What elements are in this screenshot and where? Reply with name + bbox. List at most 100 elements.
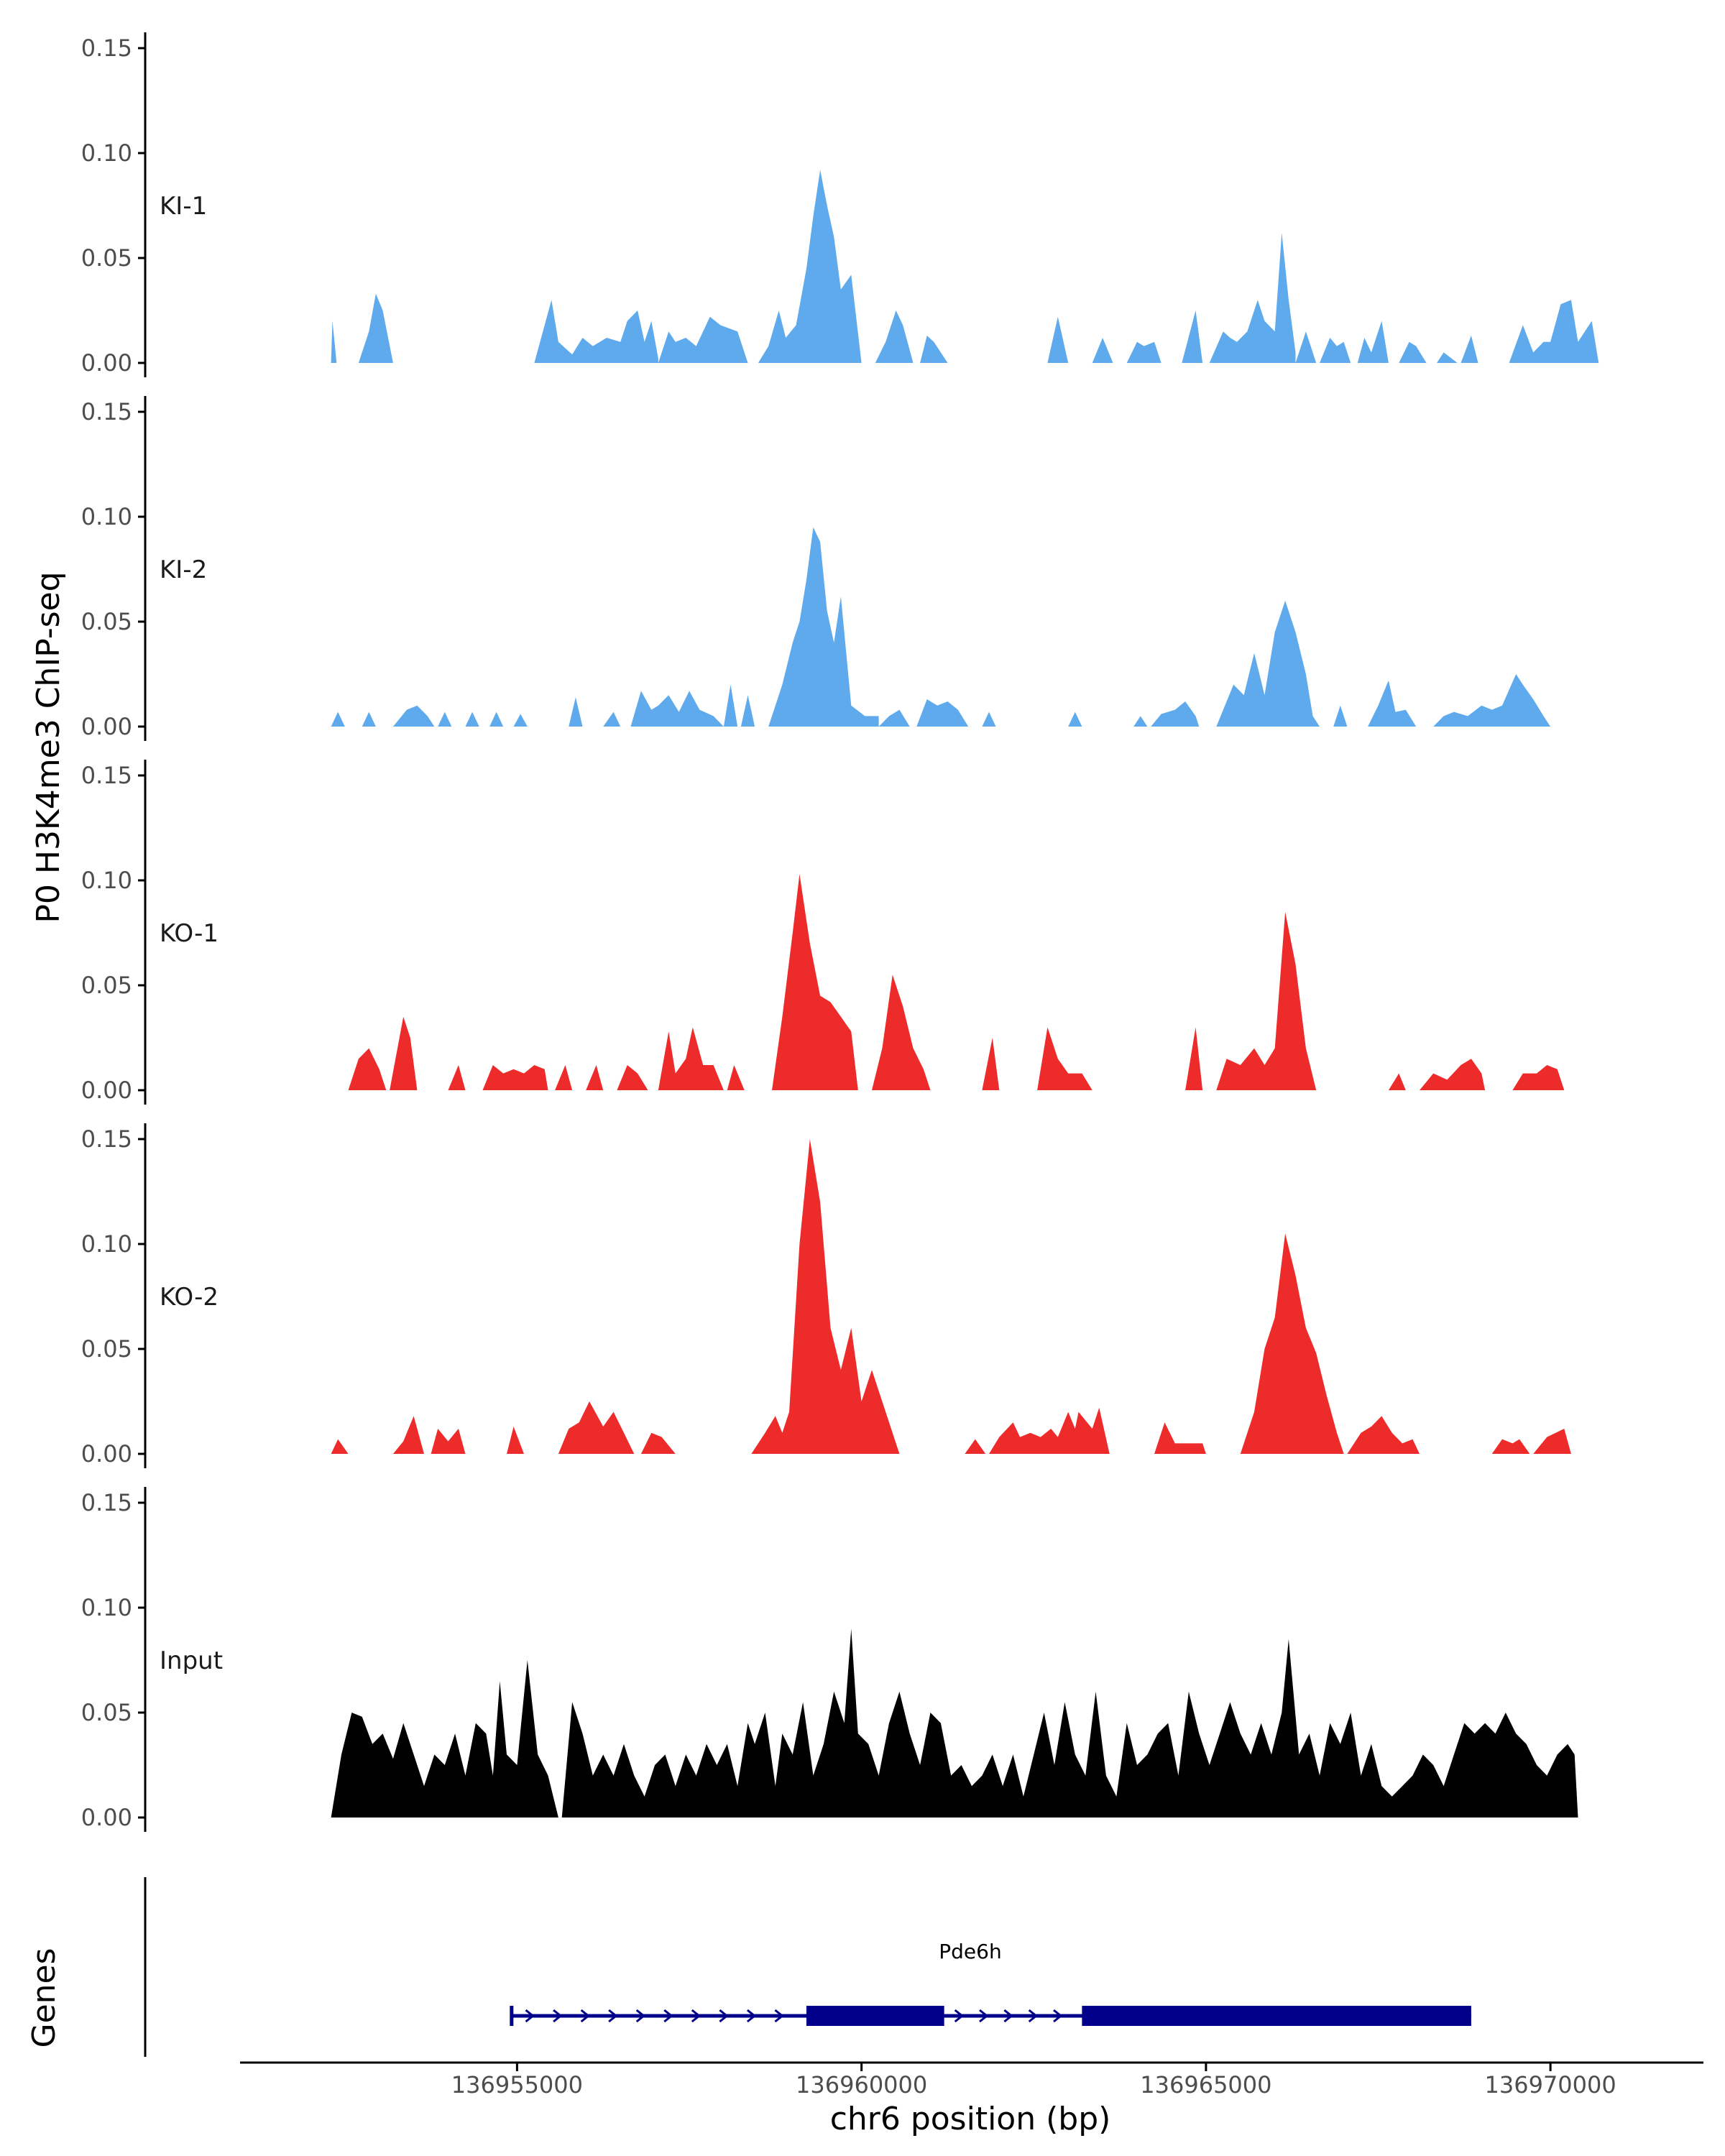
coverage-area xyxy=(1209,233,1296,363)
coverage-area xyxy=(489,711,504,727)
coverage-area xyxy=(507,1427,524,1454)
coverage-area xyxy=(561,1628,1578,1818)
y-tick-label: 0.10 xyxy=(81,503,132,530)
coverage-area xyxy=(768,527,879,727)
strand-arrow xyxy=(635,2009,646,2023)
coverage-area xyxy=(1333,705,1348,727)
y-tick-label: 0.10 xyxy=(81,1230,132,1258)
y-tick-label: 0.15 xyxy=(81,1489,132,1516)
genes-axis-title: Genes xyxy=(26,1948,63,2047)
coverage-area xyxy=(1216,911,1317,1090)
gene-label: Pde6h xyxy=(939,1940,1001,1963)
coverage-area xyxy=(482,1065,548,1090)
coverage-area xyxy=(1092,338,1113,363)
coverage-area xyxy=(1357,321,1389,363)
coverage-area xyxy=(1491,1439,1530,1454)
coverage-area xyxy=(723,684,738,727)
coverage-area xyxy=(658,316,748,363)
coverage-area xyxy=(617,1065,648,1090)
strand-arrow xyxy=(1003,2009,1013,2023)
strand-arrow xyxy=(663,2009,673,2023)
strand-arrow xyxy=(719,2009,729,2023)
strand-arrow xyxy=(525,2009,535,2023)
strand-arrow xyxy=(979,2009,989,2023)
coverage-area xyxy=(772,874,858,1090)
strand-arrow xyxy=(608,2009,618,2023)
x-axis-title: chr6 position (bp) xyxy=(830,2101,1111,2137)
y-tick-label: 0.05 xyxy=(81,1335,132,1363)
coverage-area xyxy=(965,1439,986,1454)
track-ki-1: 0.00 0.05 0.10 0.15 KI-1 xyxy=(81,32,1599,377)
y-tick-label: 0.05 xyxy=(81,972,132,999)
coverage-area xyxy=(989,1407,1110,1454)
coverage-area xyxy=(1399,341,1427,363)
coverage-area xyxy=(1185,1027,1203,1090)
coverage-area xyxy=(1533,1429,1571,1454)
coverage-area xyxy=(555,1065,573,1090)
track-ko-2: 0.00 0.05 0.10 0.15 KO-2 xyxy=(81,1123,1571,1468)
coverage-area xyxy=(331,1439,349,1454)
strand-arrow xyxy=(1053,2009,1063,2023)
strand-arrow xyxy=(580,2009,591,2023)
gene-exon xyxy=(806,2006,944,2026)
coverage-area xyxy=(603,711,621,727)
coverage-area xyxy=(331,321,337,363)
coverage-area xyxy=(740,695,755,727)
strand-arrow xyxy=(774,2009,784,2023)
coverage-area xyxy=(1133,716,1148,727)
coverage-area xyxy=(1368,680,1417,727)
coverage-area xyxy=(1216,600,1320,727)
y-tick-label: 0.15 xyxy=(81,762,132,789)
coverage-area xyxy=(920,336,948,363)
coverage-area xyxy=(448,1065,466,1090)
y-axis-title: P0 H3K4me3 ChIP-seq xyxy=(30,571,67,923)
coverage-area xyxy=(916,699,969,727)
x-tick-label: 136970000 xyxy=(1485,2071,1616,2099)
strand-arrow xyxy=(553,2009,563,2023)
track-label: KI-1 xyxy=(160,192,207,221)
coverage-area xyxy=(982,711,996,727)
track-label: KO-2 xyxy=(160,1283,218,1312)
y-tick-label: 0.00 xyxy=(81,1440,132,1468)
y-tick-label: 0.15 xyxy=(81,1125,132,1153)
coverage-area xyxy=(1151,701,1200,727)
strand-arrow xyxy=(954,2009,965,2023)
coverage-area xyxy=(1047,316,1069,363)
track-ko-1: 0.00 0.05 0.10 0.15 KO-1 xyxy=(81,760,1565,1105)
coverage-area xyxy=(513,714,528,727)
track-label: Input xyxy=(160,1646,223,1675)
coverage-area xyxy=(658,1027,724,1090)
y-tick-label: 0.00 xyxy=(81,713,132,740)
coverage-area xyxy=(640,1432,676,1454)
coverage-area xyxy=(348,1048,387,1090)
y-tick-label: 0.05 xyxy=(81,244,132,272)
coverage-area xyxy=(362,711,376,727)
track-label: KI-2 xyxy=(160,556,207,584)
coverage-area xyxy=(392,705,435,727)
x-tick-label: 136965000 xyxy=(1140,2071,1271,2099)
coverage-tracks: 0.00 0.05 0.10 0.15 KI-1 0.00 0.05 0.10 0.15 KI-2… xyxy=(81,32,1599,1832)
coverage-area xyxy=(331,711,345,727)
coverage-area xyxy=(1433,674,1551,727)
y-tick-label: 0.10 xyxy=(81,139,132,167)
coverage-area xyxy=(982,1038,1000,1090)
x-tick-label: 136960000 xyxy=(796,2071,927,2099)
coverage-area xyxy=(465,711,479,727)
coverage-area xyxy=(872,975,931,1090)
y-tick-label: 0.10 xyxy=(81,1594,132,1621)
coverage-area xyxy=(1388,1073,1406,1090)
coverage-area xyxy=(1182,310,1203,363)
coverage-area xyxy=(1154,1422,1206,1454)
gene-track: Pde6h xyxy=(144,1877,1471,2057)
coverage-area xyxy=(586,1065,604,1090)
y-tick-label: 0.05 xyxy=(81,1699,132,1726)
coverage-area xyxy=(1295,331,1317,363)
coverage-area xyxy=(1437,352,1458,363)
coverage-area xyxy=(630,691,724,727)
y-tick-label: 0.15 xyxy=(81,398,132,425)
coverage-area xyxy=(1240,1233,1344,1454)
y-tick-label: 0.05 xyxy=(81,608,132,635)
coverage-area xyxy=(1126,341,1162,363)
coverage-area xyxy=(1420,1059,1486,1090)
